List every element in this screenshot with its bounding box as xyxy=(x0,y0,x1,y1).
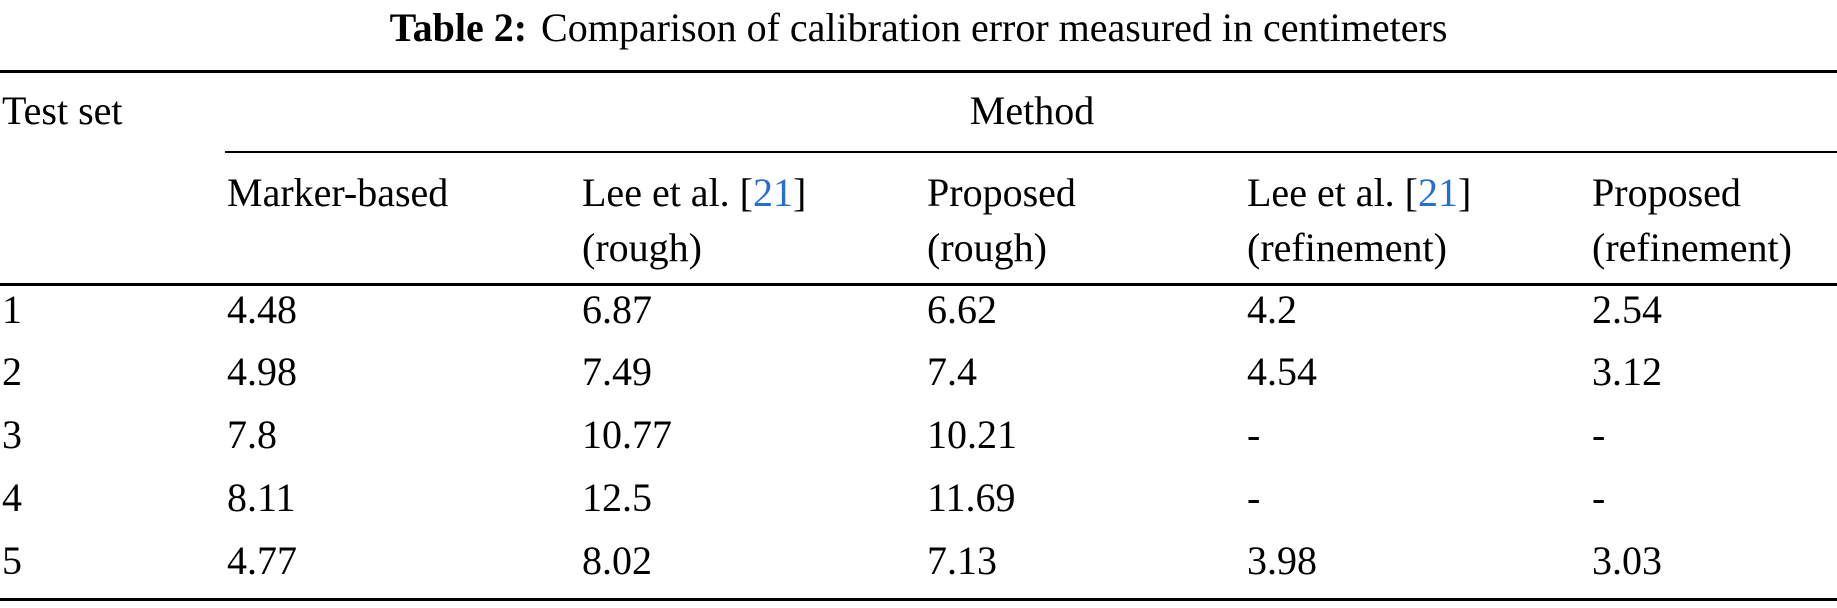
col-header-lee-refinement: Lee et al. [21] (refinement) xyxy=(1245,151,1590,286)
cell-proposed-refinement: - xyxy=(1592,411,1606,457)
col-header-line2: (refinement) xyxy=(1247,224,1447,270)
cell-lee-rough: 7.49 xyxy=(582,348,652,394)
cell-proposed-rough: 10.21 xyxy=(927,411,1017,457)
cell-marker-based: 4.48 xyxy=(227,287,297,332)
table-caption-label: Table 2: xyxy=(389,5,528,50)
col-header-line2: (rough) xyxy=(582,224,702,270)
header-row-columns: Marker-based Lee et al. [21] (rough) Pro… xyxy=(0,151,1837,286)
cell-proposed-rough: 7.4 xyxy=(927,348,977,394)
cell-marker-based: 4.98 xyxy=(227,348,297,394)
cell-lee-rough: 12.5 xyxy=(582,474,652,520)
row-label: 2 xyxy=(2,348,22,394)
cell-proposed-rough: 7.13 xyxy=(925,536,1245,601)
cell-lee-refinement: - xyxy=(1247,474,1261,520)
citation-link-21[interactable]: 21 xyxy=(1418,169,1458,215)
cell-proposed-refinement: - xyxy=(1592,474,1606,520)
cell-lee-rough: 6.87 xyxy=(582,287,652,332)
col-header-proposed-refinement: Proposed (refinement) xyxy=(1590,151,1837,286)
cell-lee-refinement: 3.98 xyxy=(1245,536,1590,601)
col-header-marker-based: Marker-based xyxy=(225,151,580,286)
col-header-line1-close: ] xyxy=(1458,169,1472,215)
header-row-group: Test set Method xyxy=(0,70,1837,153)
table-row: 5 4.77 8.02 7.13 3.98 3.03 xyxy=(0,536,1837,601)
col-header-lee-rough: Lee et al. [21] (rough) xyxy=(580,151,925,286)
row-label: 3 xyxy=(2,411,22,457)
col-header-empty xyxy=(0,151,225,286)
table-row: 3 7.8 10.77 10.21 - - xyxy=(0,411,1837,474)
cell-lee-refinement: - xyxy=(1247,411,1261,457)
row-label: 1 xyxy=(2,287,22,332)
cell-marker-based: 4.77 xyxy=(225,536,580,601)
cell-proposed-refinement: 2.54 xyxy=(1592,287,1662,332)
table-row: 2 4.98 7.49 7.4 4.54 3.12 xyxy=(0,348,1837,411)
table-row: 1 4.48 6.87 6.62 4.2 2.54 xyxy=(0,285,1837,348)
col-header-line1-close: ] xyxy=(793,169,807,215)
calibration-error-table: Test set Method Marker-based Lee et al. … xyxy=(0,70,1837,601)
row-label: 4 xyxy=(2,474,22,520)
table-row: 4 8.11 12.5 11.69 - - xyxy=(0,474,1837,537)
cell-lee-refinement: 4.2 xyxy=(1247,287,1297,332)
cell-proposed-refinement: 3.12 xyxy=(1592,348,1662,394)
col-header-proposed-rough: Proposed (rough) xyxy=(925,151,1245,286)
cell-proposed-rough: 11.69 xyxy=(927,474,1016,520)
cell-proposed-refinement: 3.03 xyxy=(1590,536,1837,601)
cell-marker-based: 7.8 xyxy=(227,411,277,457)
table-caption: Table 2: Comparison of calibration error … xyxy=(0,0,1837,70)
cell-marker-based: 8.11 xyxy=(227,474,296,520)
cell-lee-rough: 8.02 xyxy=(580,536,925,601)
col-header-line1: Lee et al. [ xyxy=(582,169,753,215)
cell-lee-rough: 10.77 xyxy=(582,411,672,457)
col-header-line1: Proposed xyxy=(927,169,1076,215)
col-header-line1: Proposed xyxy=(1592,169,1741,215)
col-header-line1: Marker-based xyxy=(227,169,449,215)
col-header-line1: Lee et al. [ xyxy=(1247,169,1418,215)
col-header-line2: (refinement) xyxy=(1592,224,1792,270)
col-group-header-method: Method xyxy=(225,70,1837,153)
table-caption-text: Comparison of calibration error measured… xyxy=(541,5,1448,50)
cell-lee-refinement: 4.54 xyxy=(1247,348,1317,394)
col-header-line2: (rough) xyxy=(927,224,1047,270)
col-header-test-set: Test set xyxy=(0,70,225,152)
row-label: 5 xyxy=(0,536,225,601)
cell-proposed-rough: 6.62 xyxy=(927,287,997,332)
citation-link-21[interactable]: 21 xyxy=(753,169,793,215)
